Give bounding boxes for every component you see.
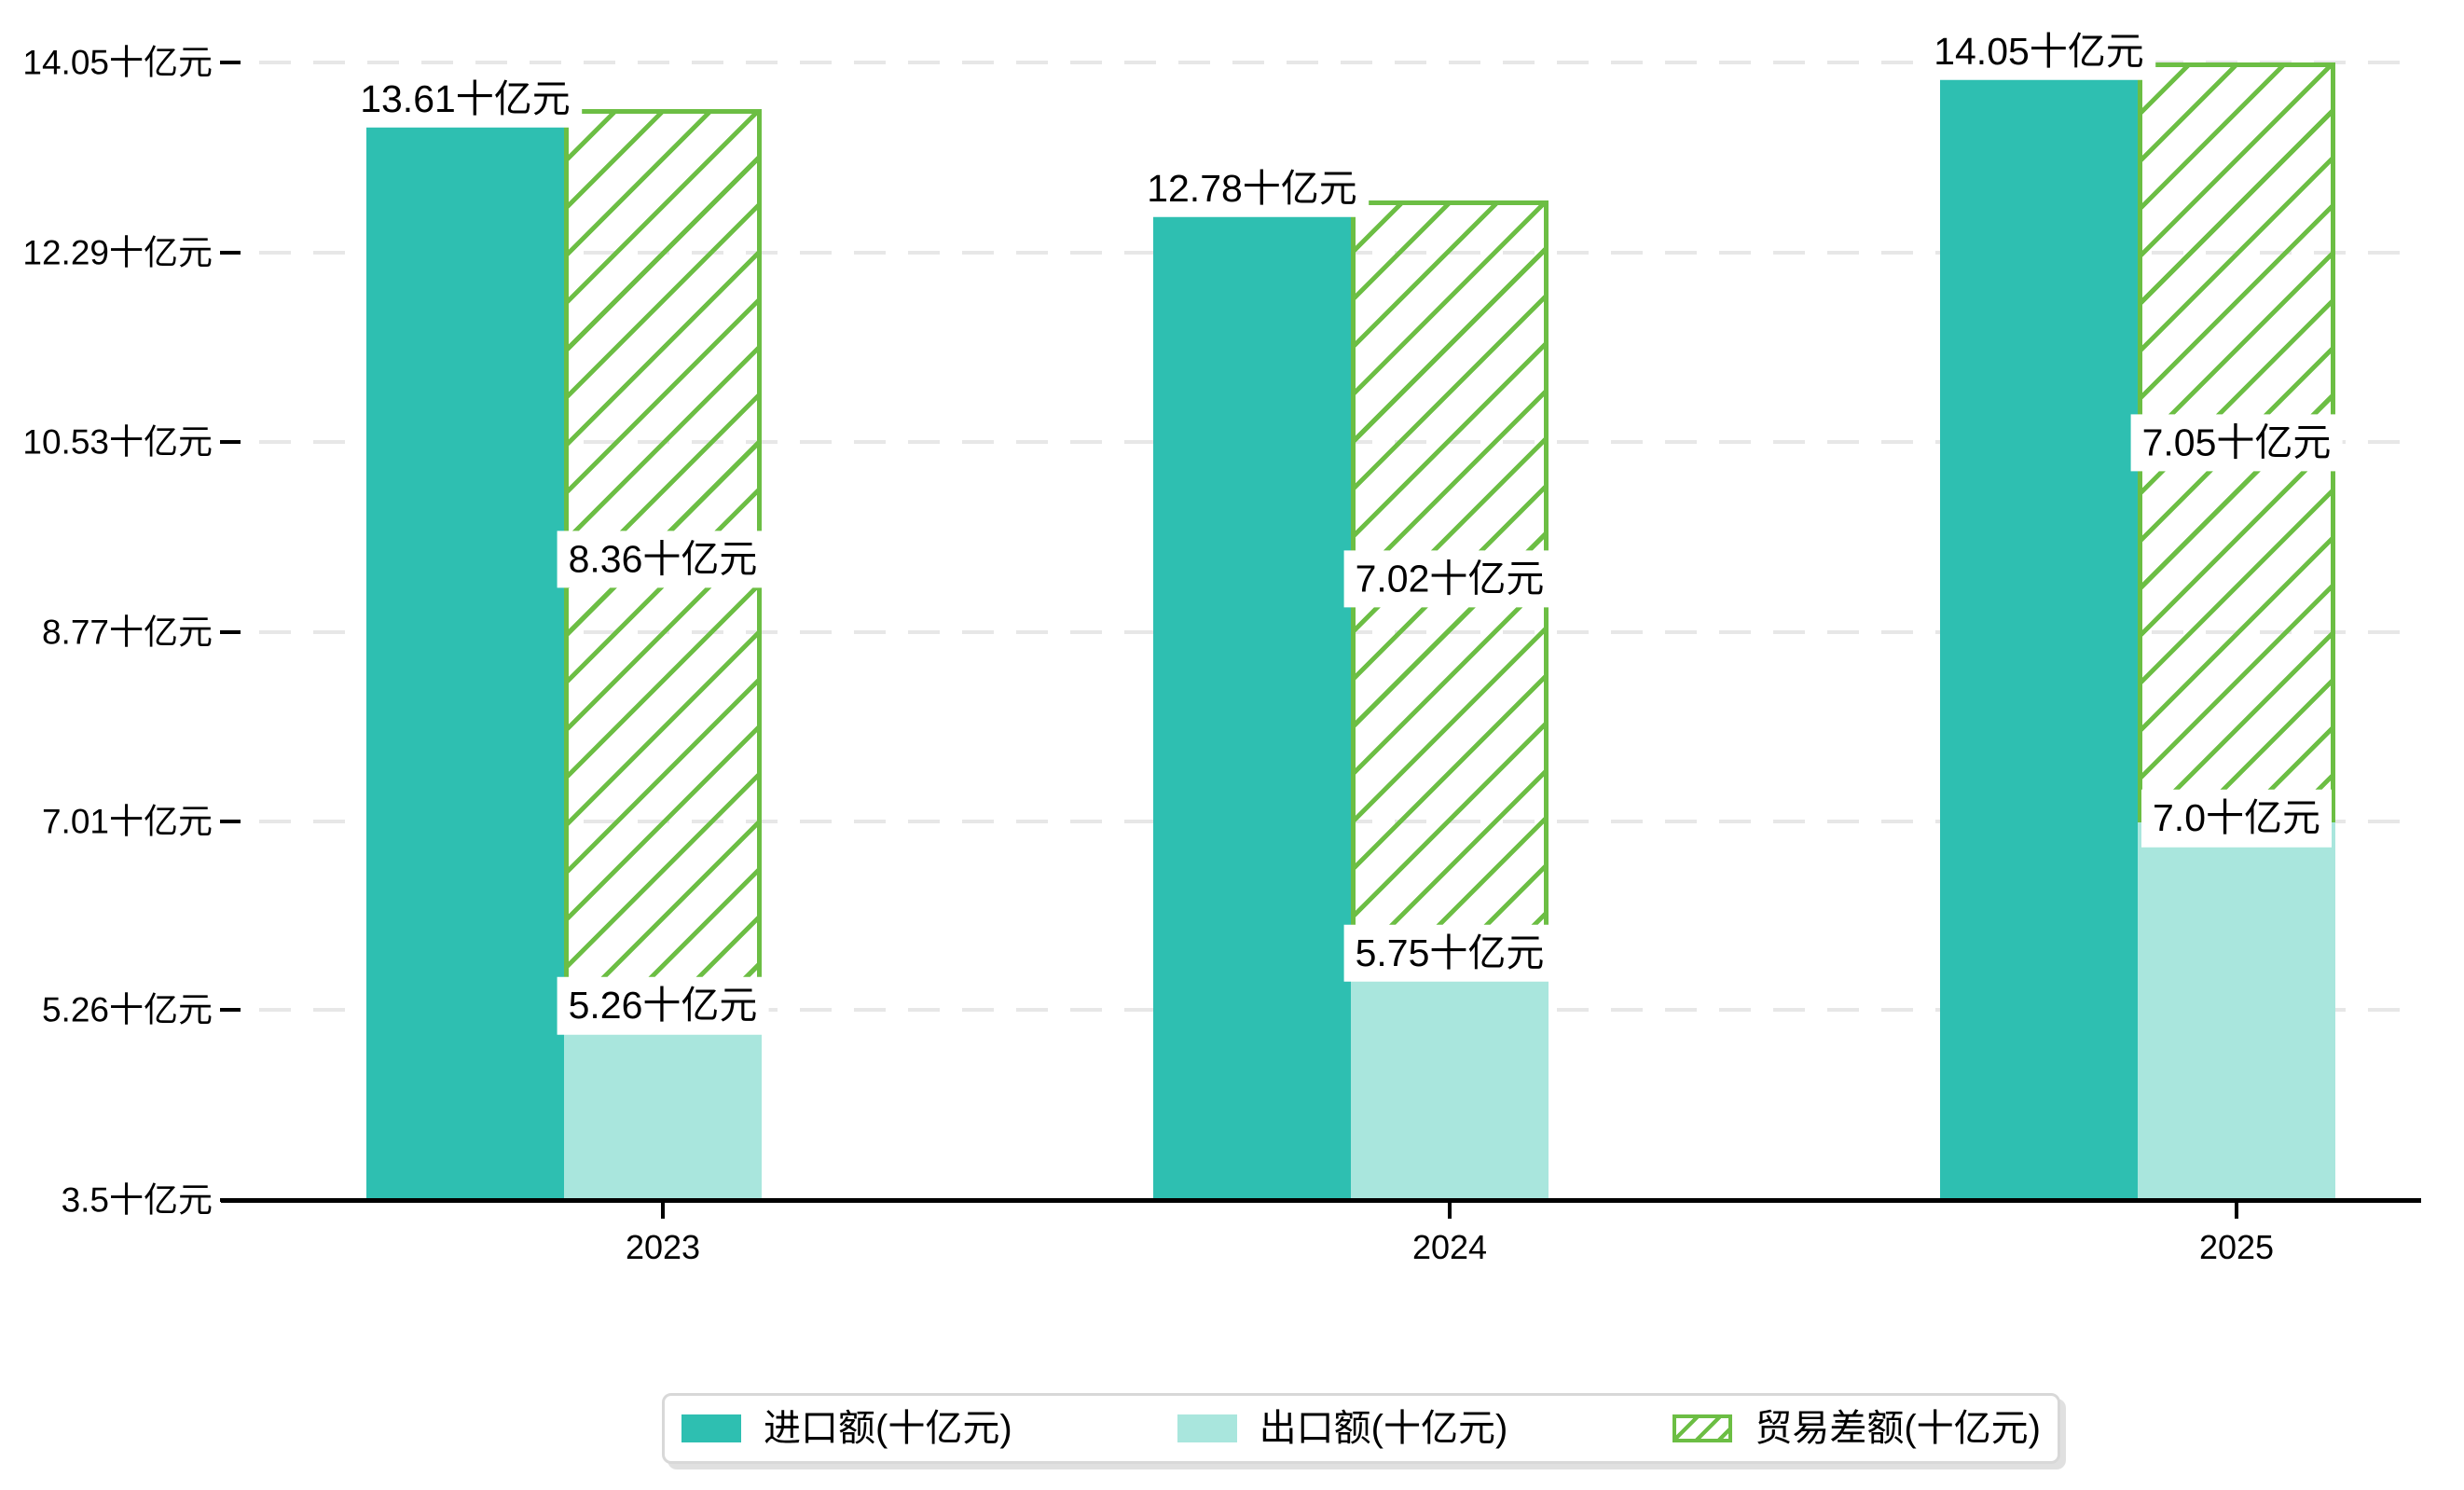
export-swatch [1177, 1414, 1237, 1442]
legend-item-trade-balance: 贸易差额(十亿元) [1672, 1410, 2041, 1447]
trade-balance-value-label: 7.05十亿元 [2130, 414, 2343, 472]
export-value-label: 7.0十亿元 [2141, 790, 2332, 848]
legend: 进口额(十亿元) 出口额(十亿元) 贸易差额(十亿元) [662, 1393, 2060, 1464]
trade-balance-value-label: 7.02十亿元 [1343, 550, 1556, 608]
import-bar [366, 109, 564, 1200]
y-tick-mark [220, 440, 241, 445]
y-grid-line [259, 60, 2419, 64]
x-tick-mark [1448, 1203, 1452, 1219]
y-tick-label: 8.77十亿元 [41, 613, 213, 652]
y-tick-label: 12.29十亿元 [22, 233, 213, 272]
y-tick-mark [220, 629, 241, 634]
import-bar [1153, 199, 1351, 1200]
legend-item-label: 进口额(十亿元) [764, 1408, 1012, 1449]
y-tick-mark [220, 820, 241, 824]
import-value-label: 12.78十亿元 [1136, 159, 1369, 217]
trade-balance-value-label: 8.36十亿元 [557, 531, 769, 588]
y-tick-mark [220, 60, 241, 64]
y-tick-label: 7.01十亿元 [41, 802, 213, 841]
export-bar [2138, 822, 2335, 1200]
x-axis-line [221, 1198, 2421, 1203]
x-tick-label: 2023 [625, 1228, 701, 1266]
trade-balance-swatch [1672, 1414, 1733, 1442]
y-tick-mark [220, 1008, 241, 1013]
x-tick-mark [2235, 1203, 2238, 1219]
legend-item-export: 出口额(十亿元) [1177, 1408, 1508, 1449]
export-bar [564, 1010, 762, 1200]
x-tick-label: 2024 [1411, 1228, 1488, 1266]
export-value-label: 5.26十亿元 [557, 977, 769, 1035]
x-tick-label: 2025 [2198, 1228, 2275, 1266]
y-tick-label: 14.05十亿元 [22, 43, 213, 82]
export-value-label: 5.75十亿元 [1343, 924, 1556, 982]
legend-item-label: 出口额(十亿元) [1259, 1408, 1508, 1449]
y-tick-label: 3.5十亿元 [61, 1180, 213, 1220]
y-tick-label: 10.53十亿元 [22, 422, 213, 462]
import-value-label: 13.61十亿元 [349, 70, 582, 128]
import-bar [1940, 62, 2138, 1200]
import-swatch [681, 1414, 741, 1442]
export-bar [1351, 957, 1549, 1200]
x-tick-mark [661, 1203, 665, 1219]
y-tick-label: 5.26十亿元 [41, 990, 213, 1029]
legend-item-label: 贸易差额(十亿元) [1755, 1408, 2041, 1449]
legend-item-import: 进口额(十亿元) [681, 1410, 1012, 1447]
y-tick-mark [220, 250, 241, 255]
import-value-label: 14.05十亿元 [1922, 22, 2155, 80]
